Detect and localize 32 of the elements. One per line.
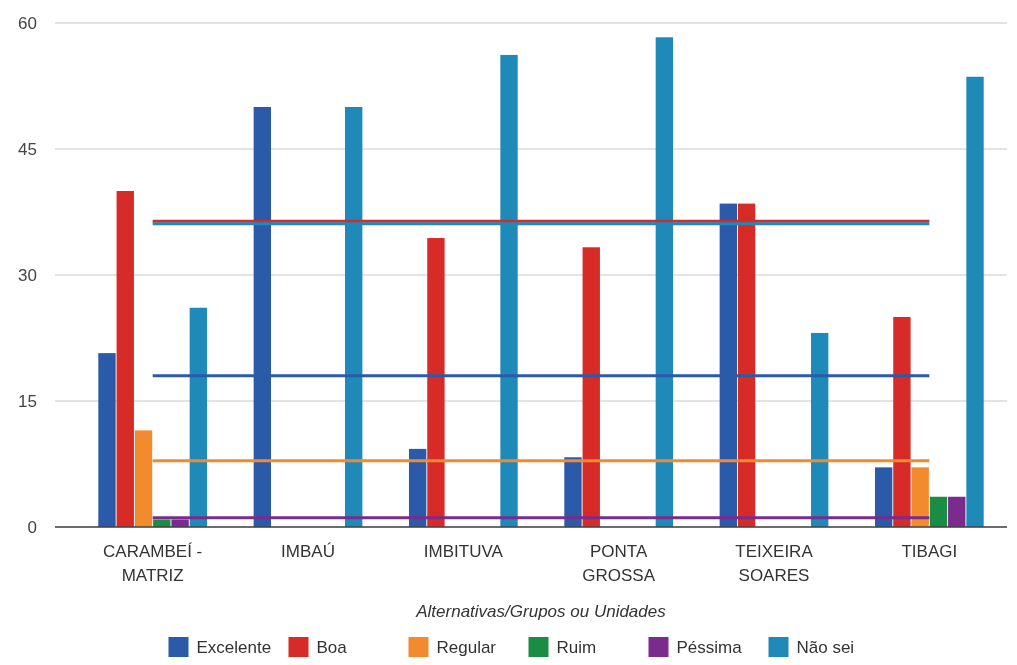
bar [929, 496, 948, 527]
bar [564, 457, 582, 527]
x-tick-label: PONTA GROSSA [582, 542, 656, 585]
x-axis-title: Alternativas/Grupos ou Unidades [415, 602, 667, 621]
bar [911, 467, 929, 527]
y-tick-label: 15 [18, 391, 37, 411]
legend-label: Excelente [196, 637, 272, 657]
legend-label: Ruim [556, 637, 597, 657]
bar [582, 247, 600, 527]
x-tick-label: TIBAGI [901, 542, 958, 561]
bar [811, 332, 829, 527]
bar [153, 519, 171, 527]
bar [893, 317, 911, 527]
legend-label: Regular [436, 637, 497, 657]
legend-label: Péssima [676, 637, 743, 657]
bar [189, 307, 208, 527]
legend-label: Não sei [796, 637, 855, 657]
bar [874, 467, 893, 527]
y-tick-label: 0 [27, 517, 37, 537]
y-tick-label: 60 [18, 13, 37, 33]
y-tick-label: 45 [18, 139, 37, 159]
x-tick-label: IMBAÚ [281, 542, 335, 561]
x-tick-label: IMBITUVA [423, 542, 504, 561]
x-tick-label: TEIXEIRA SOARES [735, 542, 814, 585]
bar [427, 238, 445, 527]
bar [98, 353, 116, 527]
x-tick-label: CARAMBEÍ - MATRIZ [103, 542, 203, 585]
bar [116, 191, 134, 527]
bar [948, 496, 966, 527]
legend-label: Boa [316, 637, 348, 657]
bar [966, 76, 984, 527]
y-tick-label: 30 [18, 265, 37, 285]
